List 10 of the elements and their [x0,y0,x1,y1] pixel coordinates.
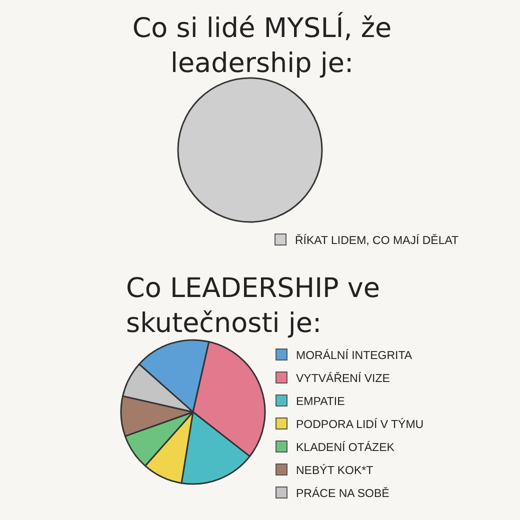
legend-label: MORÁLNÍ INTEGRITA [296,349,412,362]
legend-label: PRÁCE NA SOBĚ [296,486,390,500]
legend-label: ŘÍKAT LIDEM, CO MAJÍ DĚLAT [295,233,459,247]
legend-label: VYTVÁŘENÍ VIZE [296,371,390,385]
chart-title: Co LEADERSHIP ve skutečnosti je: [126,273,380,339]
legend-label: EMPATIE [296,396,346,408]
legend-label: PODPORA LIDÍ V TÝMU [296,418,424,431]
legend-label: KLADENÍ OTÁZEK [296,441,395,454]
chart-title: Co si lidé MYSLÍ, že leadership je: [132,11,392,79]
legend-label: NEBÝT KOK*T [296,464,374,477]
